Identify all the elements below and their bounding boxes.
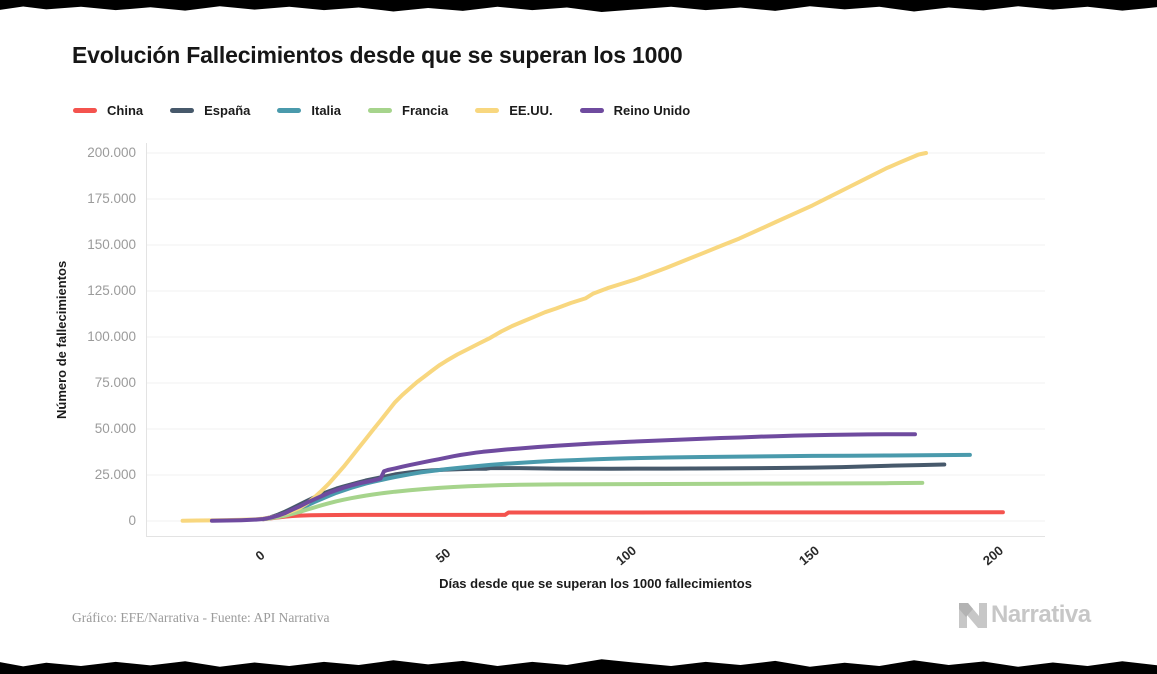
narrativa-logo-icon xyxy=(959,602,987,628)
legend-swatch xyxy=(579,108,604,113)
x-tick-label: 150 xyxy=(796,542,823,569)
legend-label: China xyxy=(107,103,144,118)
legend-label: Francia xyxy=(402,103,449,118)
credit-text: Gráfico: EFE/Narrativa - Fuente: API Nar… xyxy=(72,610,330,625)
narrativa-watermark: Narrativa xyxy=(958,601,1091,629)
y-tick-label: 25.000 xyxy=(94,467,136,482)
series-line-italia xyxy=(261,452,972,522)
bottom-black-bar xyxy=(0,659,1157,674)
top-black-bar xyxy=(0,0,1157,12)
legend-label: España xyxy=(204,103,251,118)
y-tick-label: 100.000 xyxy=(87,329,136,344)
legend-item-espa-a: España xyxy=(170,103,250,118)
legend-swatch xyxy=(73,108,97,113)
x-tick-label: 200 xyxy=(979,542,1006,569)
legend-item-francia: Francia xyxy=(368,103,448,118)
chart-legend: China España Italia Francia EE.UU. Reino Unid… xyxy=(73,103,690,118)
y-tick-label: 200.000 xyxy=(87,145,136,160)
x-tick-label: 50 xyxy=(432,545,454,566)
y-tick-label: 0 xyxy=(128,513,136,528)
x-axis-title: Días desde que se superan los 1000 falle… xyxy=(439,576,752,591)
chart-title: Evolución Fallecimientos desde que se su… xyxy=(72,42,683,68)
legend-item-ee-uu-: EE.UU. xyxy=(475,103,553,118)
series-line-china xyxy=(261,510,1005,522)
legend-item-reino-unido: Reino Unido xyxy=(579,103,691,118)
y-tick-label: 175.000 xyxy=(87,191,136,206)
legend-item-italia: Italia xyxy=(277,103,341,118)
y-tick-label: 75.000 xyxy=(94,375,136,390)
y-tick-label: 125.000 xyxy=(87,283,136,298)
series-line-francia xyxy=(261,480,925,521)
plot-area xyxy=(146,143,1045,537)
legend-label: Italia xyxy=(311,103,341,118)
x-tick-label: 0 xyxy=(252,547,268,564)
watermark-label: Narrativa xyxy=(991,601,1091,628)
legend-item-china: China xyxy=(73,103,143,118)
legend-label: EE.UU. xyxy=(509,103,553,118)
y-tick-label: 150.000 xyxy=(87,237,136,252)
legend-swatch xyxy=(277,108,302,113)
legend-swatch xyxy=(170,108,195,113)
legend-label: Reino Unido xyxy=(613,103,691,118)
legend-swatch xyxy=(475,108,500,113)
y-tick-label: 50.000 xyxy=(94,421,136,436)
legend-swatch xyxy=(368,108,392,113)
x-tick-label: 100 xyxy=(613,542,640,569)
series-line-reino-unido xyxy=(209,432,917,523)
